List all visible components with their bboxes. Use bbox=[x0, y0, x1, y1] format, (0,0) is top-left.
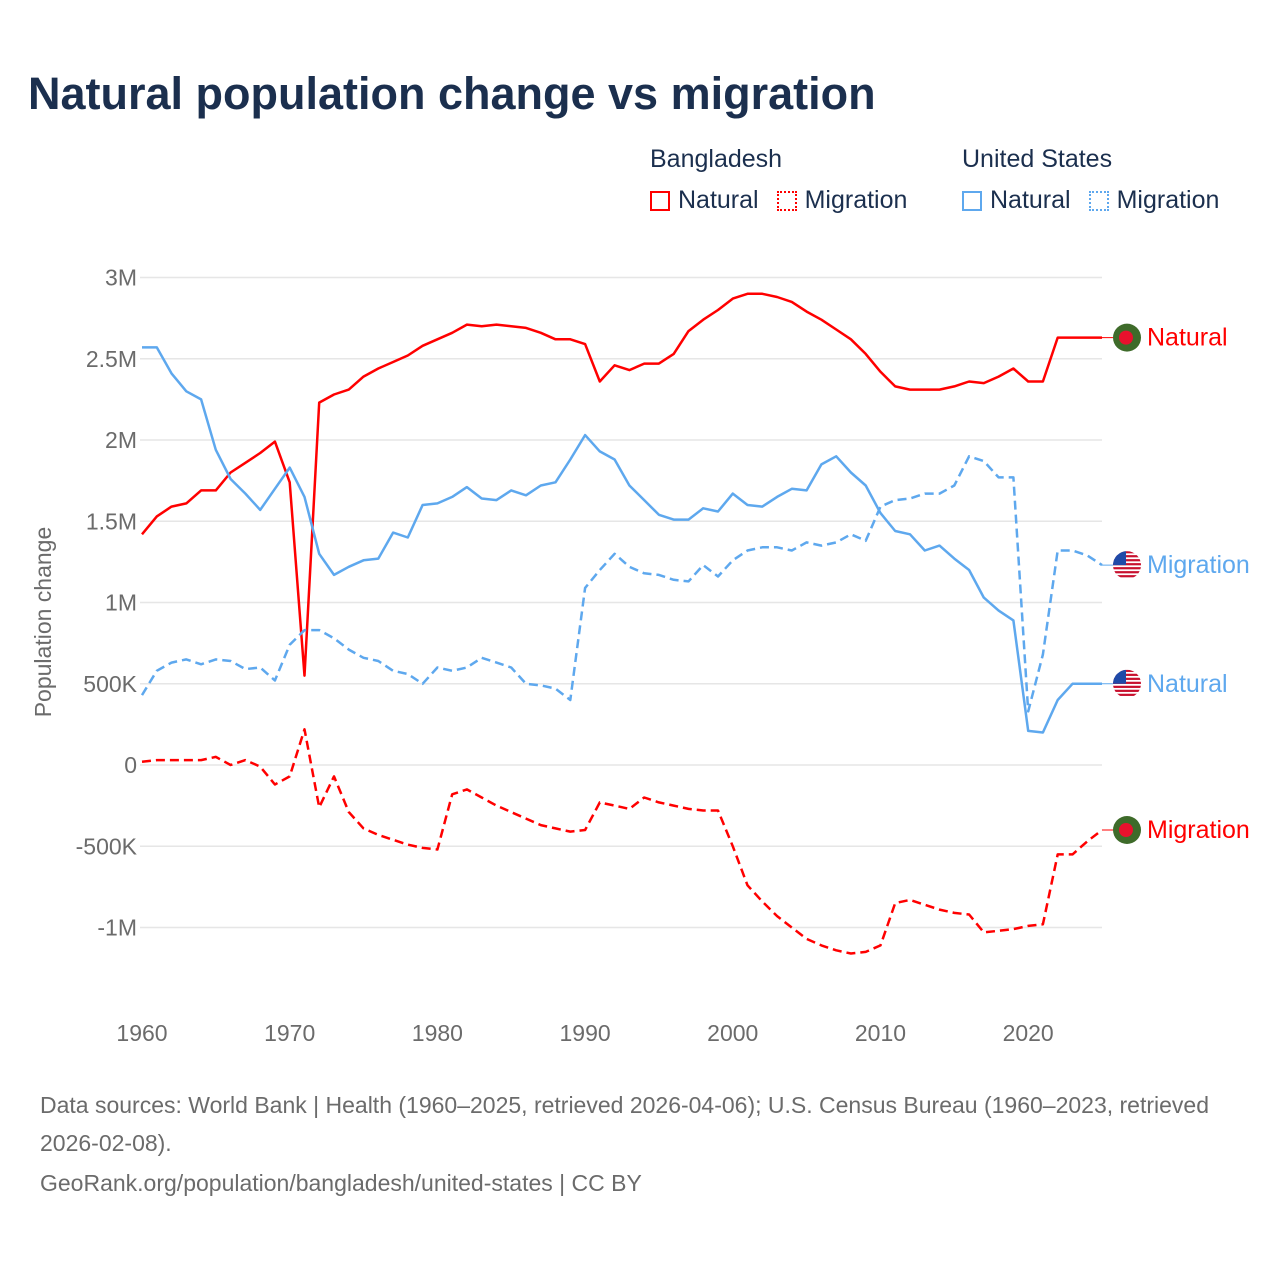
x-tick-label: 2000 bbox=[707, 1020, 758, 1046]
legend-swatch-solid bbox=[650, 190, 670, 211]
flag-disc bbox=[1119, 330, 1133, 345]
legend-label: Migration bbox=[804, 186, 908, 214]
x-tick-label: 1960 bbox=[116, 1020, 167, 1046]
y-tick-label: 1.5M bbox=[86, 508, 137, 534]
series-lines bbox=[140, 292, 1103, 955]
flag-stripe bbox=[1113, 677, 1141, 680]
y-tick-label: -1M bbox=[97, 915, 137, 941]
bangladesh-flag-icon bbox=[1113, 816, 1141, 844]
legend-label: Natural bbox=[990, 186, 1071, 214]
series-line-united-states-migration bbox=[140, 455, 1103, 713]
flag-stripe bbox=[1113, 567, 1141, 570]
legend-swatch-dotted bbox=[776, 190, 797, 211]
flag-stripe bbox=[1113, 551, 1141, 554]
chart-plot: Population change 3M 2.5M 2M 1.5M 1M 500K 0 -50… bbox=[30, 265, 1250, 1047]
end-label: Natural bbox=[1147, 324, 1228, 352]
y-tick-label: 2M bbox=[105, 427, 137, 453]
x-tick-label: 2020 bbox=[1003, 1020, 1054, 1046]
flag-stripe bbox=[1113, 669, 1141, 672]
x-tick-label: 1970 bbox=[264, 1020, 315, 1046]
gridlines: 3M 2.5M 2M 1.5M 1M 500K 0 -500K -1M 1960 1970 1980 1… bbox=[76, 265, 1102, 1046]
legend-item-us-migration[interactable]: Migration bbox=[1088, 186, 1220, 215]
legend-swatch-dotted bbox=[1088, 190, 1109, 211]
flag-stripe bbox=[1113, 673, 1141, 676]
end-label: Migration bbox=[1147, 816, 1250, 844]
legend-item-us-natural[interactable]: Natural bbox=[962, 186, 1071, 215]
flag-stripe bbox=[1113, 693, 1141, 696]
legend-label: Natural bbox=[678, 186, 759, 214]
flag-canton bbox=[1113, 551, 1126, 566]
x-tick-label: 1980 bbox=[412, 1020, 463, 1046]
footer-link[interactable]: GeoRank.org/population/bangladesh/united… bbox=[40, 1170, 642, 1196]
series-line-bangladesh-migration bbox=[141, 728, 1103, 955]
y-tick-label: 0 bbox=[124, 752, 137, 778]
end-label: Natural bbox=[1147, 670, 1228, 698]
flag-stripe bbox=[1113, 555, 1141, 558]
series-line-united-states-natural bbox=[142, 346, 1102, 734]
series-line-bangladesh-natural bbox=[141, 292, 1102, 677]
y-tick-label: -500K bbox=[76, 833, 138, 859]
legend-group-bangladesh: Bangladesh bbox=[650, 145, 783, 173]
legend-item-bangladesh-natural[interactable]: Natural bbox=[650, 186, 759, 215]
legend-united-states: Natural Migration bbox=[962, 186, 1237, 215]
flag-stripe bbox=[1113, 689, 1141, 692]
y-tick-label: 2.5M bbox=[86, 346, 137, 372]
flag-stripe bbox=[1113, 571, 1141, 574]
flag-canton bbox=[1113, 669, 1126, 684]
y-tick-label: 3M bbox=[105, 265, 137, 291]
legend-item-bangladesh-migration[interactable]: Migration bbox=[776, 186, 908, 215]
end-label: Migration bbox=[1147, 551, 1250, 579]
flag-stripe bbox=[1113, 563, 1141, 566]
bangladesh-flag-icon bbox=[1113, 323, 1141, 352]
us-flag-icon bbox=[1113, 669, 1141, 698]
end-labels: Natural Migration Natural Migration bbox=[1102, 323, 1250, 844]
legend-swatch-solid bbox=[962, 190, 982, 211]
x-tick-label: 1990 bbox=[559, 1020, 610, 1046]
flag-body bbox=[1113, 669, 1141, 698]
flag-stripe bbox=[1113, 681, 1141, 684]
chart-title: Natural population change vs migration bbox=[28, 68, 876, 119]
flag-body bbox=[1113, 551, 1141, 580]
legend-group-united-states: United States bbox=[962, 145, 1113, 173]
y-tick-label: 1M bbox=[105, 590, 137, 616]
flag-disc bbox=[1119, 823, 1133, 837]
flag-stripe bbox=[1113, 575, 1141, 578]
y-tick-label: 500K bbox=[83, 671, 137, 697]
y-axis-label: Population change bbox=[30, 527, 56, 718]
flag-stripe bbox=[1113, 559, 1141, 562]
x-tick-label: 2010 bbox=[855, 1020, 906, 1046]
footer-sources: Data sources: World Bank | Health (1960–… bbox=[40, 1092, 1210, 1156]
flag-stripe bbox=[1113, 685, 1141, 688]
us-flag-icon bbox=[1113, 551, 1141, 580]
legend-bangladesh: Natural Migration bbox=[650, 186, 925, 215]
legend-label: Migration bbox=[1116, 186, 1220, 214]
